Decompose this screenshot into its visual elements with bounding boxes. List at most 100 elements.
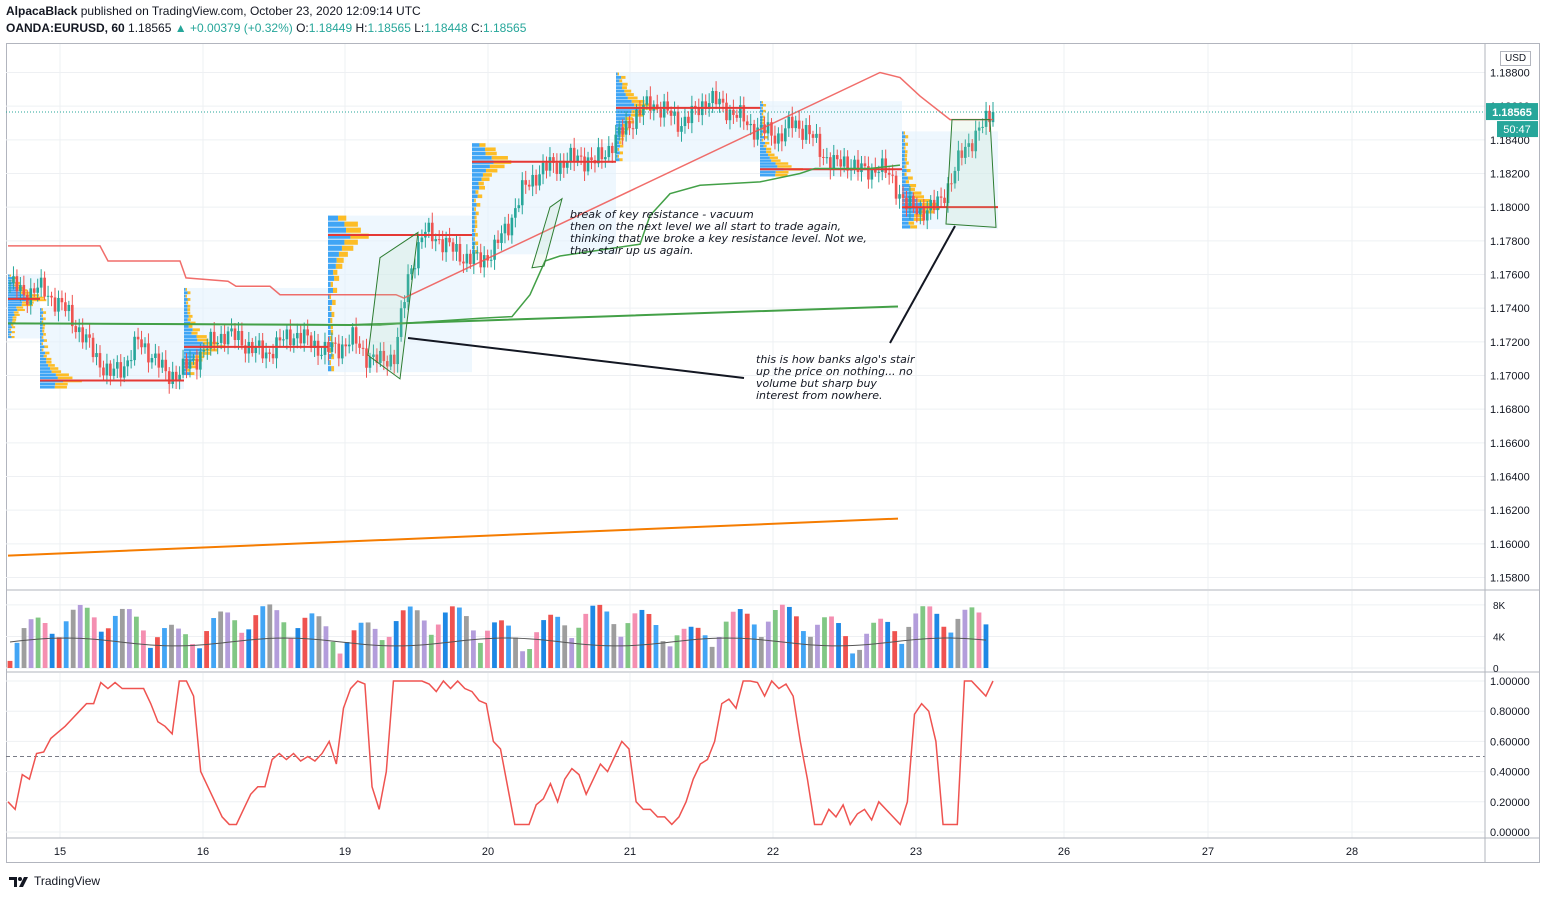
profile-bar-yellow xyxy=(473,237,475,241)
profile-bar-blue xyxy=(472,198,475,203)
profile-bar-yellow xyxy=(474,228,476,233)
profile-bar-blue xyxy=(40,308,42,311)
candle-body xyxy=(666,101,669,111)
candle-body xyxy=(600,147,604,160)
volume-bar xyxy=(239,632,245,668)
profile-bar-blue xyxy=(40,311,44,314)
candle-body xyxy=(977,127,981,131)
profile-bar-yellow xyxy=(43,311,47,314)
candle-body xyxy=(174,371,178,381)
profile-bar-yellow xyxy=(188,314,193,318)
volume-bar xyxy=(527,648,532,668)
volume-bar xyxy=(70,609,76,668)
candle-body xyxy=(967,143,971,147)
profile-bar-blue xyxy=(472,173,483,177)
profile-bar-blue xyxy=(616,134,621,138)
candle-body xyxy=(448,237,451,243)
profile-bar-blue xyxy=(8,274,10,277)
candle-body xyxy=(482,255,486,268)
volume-bar xyxy=(323,626,329,668)
volume-tick-label: 8K xyxy=(1493,601,1506,612)
volume-bar xyxy=(801,631,806,668)
profile-bar-blue xyxy=(184,301,187,305)
profile-bar-blue xyxy=(328,239,345,245)
volume-bar xyxy=(983,624,989,668)
profile-bar-yellow xyxy=(346,227,361,233)
profile-bar-blue xyxy=(184,321,191,325)
volume-bar xyxy=(548,614,554,668)
profile-bar-yellow xyxy=(769,156,778,159)
profile-bar-yellow xyxy=(474,207,477,211)
volume-bar xyxy=(829,616,834,668)
candle-body xyxy=(721,98,725,103)
candle-body xyxy=(818,133,822,157)
candle-body xyxy=(230,328,233,332)
profile-bar-yellow xyxy=(617,154,619,158)
ohlc-low-label: L: xyxy=(414,21,425,35)
profile-bar-blue xyxy=(328,227,347,233)
profile-bar-yellow xyxy=(761,106,763,110)
candle-body xyxy=(323,341,327,355)
profile-bar-blue xyxy=(616,79,620,83)
profile-bar-yellow xyxy=(42,329,45,333)
candle-body xyxy=(604,157,607,160)
profile-bar-blue xyxy=(616,144,621,148)
candle-body xyxy=(683,116,687,127)
y-tick-label: 1.15800 xyxy=(1490,573,1530,585)
profile-bar-yellow xyxy=(906,168,911,173)
y-tick-label: 1.18400 xyxy=(1490,135,1530,147)
candle-body xyxy=(984,110,988,127)
volume-bar xyxy=(864,633,870,668)
profile-bar-yellow xyxy=(761,138,764,142)
candle-body xyxy=(164,359,168,372)
volume-bar xyxy=(758,637,764,668)
oscillator-tick-label: 0.00000 xyxy=(1490,827,1530,839)
candle-body xyxy=(991,112,995,123)
candle-body xyxy=(375,354,379,363)
candle-body xyxy=(811,134,815,138)
profile-bar-yellow xyxy=(912,191,922,195)
profile-bar-yellow xyxy=(198,351,211,355)
candle-body xyxy=(500,233,503,243)
candle-body xyxy=(226,331,230,345)
profile-bar-blue xyxy=(184,298,188,301)
candle-body xyxy=(469,253,472,265)
publish-date: published on TradingView.com, October 23… xyxy=(80,4,421,18)
profile-bar-yellow xyxy=(187,298,191,301)
profile-bar-blue xyxy=(8,296,28,299)
profile-bar-blue xyxy=(902,157,905,161)
volume-bar xyxy=(119,608,125,668)
candle-body xyxy=(451,242,455,252)
profile-bar-blue xyxy=(8,304,22,307)
profile-bar-blue xyxy=(40,329,43,333)
candle-body xyxy=(829,157,832,170)
currency-label[interactable]: USD xyxy=(1500,51,1532,66)
candle-body xyxy=(430,222,434,242)
author-name[interactable]: AlpacaBlack xyxy=(6,4,78,18)
footer-brand[interactable]: TradingView xyxy=(8,874,100,888)
profile-bar-yellow xyxy=(620,144,624,148)
profile-bar-yellow xyxy=(43,317,46,321)
candle-body xyxy=(150,358,154,363)
volume-tick-label: 0 xyxy=(1493,664,1499,675)
candle-body xyxy=(749,123,753,126)
candle-body xyxy=(877,171,881,173)
profile-bar-yellow xyxy=(350,233,369,239)
volume-bar xyxy=(463,616,469,668)
profile-bar-yellow xyxy=(904,157,907,161)
candle-body xyxy=(237,330,240,341)
profile-bar-yellow xyxy=(187,304,191,308)
profile-bar-yellow xyxy=(41,336,44,339)
profile-bar-yellow xyxy=(905,135,909,139)
profile-bar-yellow xyxy=(46,357,52,361)
volume-bar xyxy=(471,630,476,668)
profile-bar-yellow xyxy=(477,194,483,199)
candle-body xyxy=(739,105,742,118)
symbol-name[interactable]: OANDA:EURUSD, 60 xyxy=(6,21,125,35)
profile-bar-blue xyxy=(902,150,906,154)
profile-bar-blue xyxy=(8,316,13,319)
profile-bar-blue xyxy=(40,385,55,389)
volume-bar xyxy=(478,642,483,668)
candle-body xyxy=(790,116,794,129)
